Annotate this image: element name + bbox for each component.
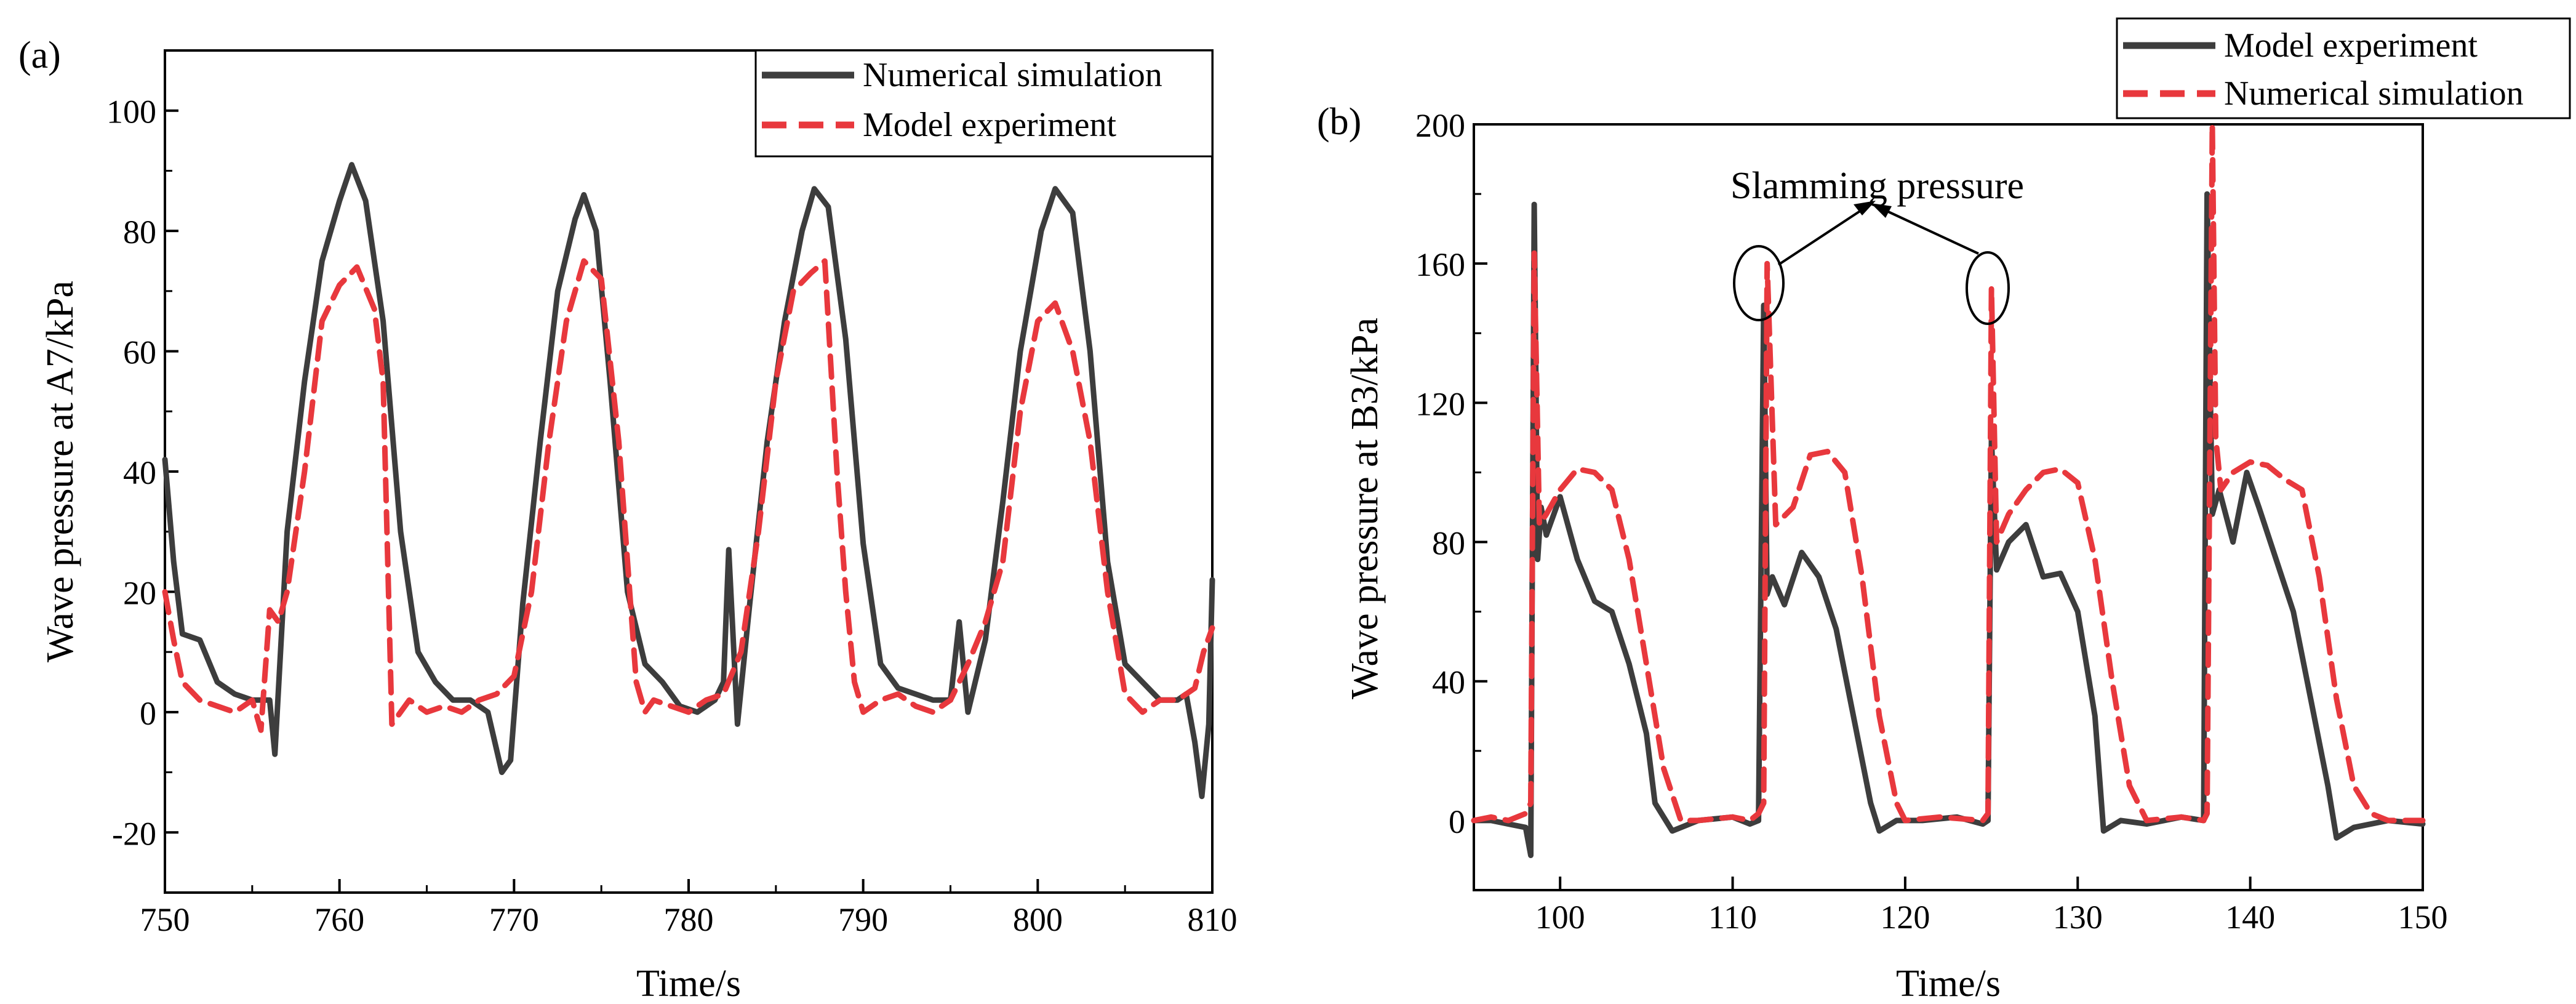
annotation-circle-1: [1733, 245, 1785, 321]
y-tick-label: 160: [1415, 246, 1465, 283]
legend-box-b: [2116, 17, 2571, 119]
annotation-text: Slamming pressure: [1730, 165, 2024, 207]
x-tick-label: 110: [1708, 899, 1757, 936]
series-group-b: [1471, 121, 2426, 858]
y-axis-label-a: Wave pressure at A7/kPa: [39, 281, 81, 662]
series-line-numerical-simulation: [162, 162, 1215, 800]
x-tick-label: 810: [1188, 901, 1238, 938]
panel-label-a: (a): [18, 34, 61, 76]
x-tick-label: 800: [1013, 901, 1063, 938]
x-tick-label: 150: [2398, 899, 2448, 936]
series-group-a: [162, 162, 1215, 800]
x-axis-label-b: Time/s: [1896, 963, 2001, 1004]
legend-box-a: [754, 49, 1214, 158]
x-axis-ticks-b: 100 110 120 130 140 150: [1535, 877, 2448, 936]
plot-frame-b: [1473, 123, 2424, 891]
x-axis-ticks-a: 750 760 770 780 790 800 810: [140, 879, 1238, 938]
x-tick-label: 100: [1535, 899, 1585, 936]
y-tick-label: 20: [123, 574, 156, 611]
y-tick-label: 80: [1432, 525, 1465, 562]
legend-label-numerical-b: Numerical simulation: [2224, 74, 2524, 113]
y-tick-label: 0: [1449, 803, 1465, 840]
annotation-arrowhead-2: [1871, 203, 1892, 218]
plot-frame-a: [164, 49, 1214, 894]
y-tick-label: 60: [123, 334, 156, 371]
y-tick-label: 40: [123, 454, 156, 491]
series-line-model-experiment: [1471, 191, 2426, 858]
y-tick-label: 40: [1432, 664, 1465, 701]
legend-label-experiment-a: Model experiment: [863, 106, 1117, 144]
legend-a: Numerical simulation Model experiment: [754, 49, 1214, 158]
x-tick-label: 770: [489, 901, 539, 938]
series-line-numerical-simulation: [1471, 121, 2426, 824]
x-tick-label: 760: [314, 901, 364, 938]
panel-label-b: (b): [1317, 101, 1361, 143]
y-tick-label: 80: [123, 214, 156, 251]
y-tick-label: 0: [140, 695, 156, 732]
x-tick-label: 790: [838, 901, 888, 938]
annotation-arrowhead-1: [1854, 201, 1876, 215]
x-tick-label: 750: [140, 901, 190, 938]
annotation-arrow-line-1: [1777, 207, 1866, 266]
series-line-model-experiment: [162, 258, 1215, 733]
y-axis-label-b: Wave pressure at B3/kPa: [1344, 318, 1386, 699]
x-tick-label: 130: [2053, 899, 2103, 936]
y-axis-ticks-b: 0 40 80 120 160 200: [1415, 107, 1487, 891]
panel-a: (a) -20 0 20 40 60 80 100 750 760 770 780 790 800 81…: [18, 34, 1238, 1004]
y-tick-label: 120: [1415, 385, 1465, 422]
legend-label-experiment-b: Model experiment: [2224, 26, 2478, 65]
annotation-circle-2: [1966, 251, 2010, 325]
x-tick-label: 140: [2225, 899, 2275, 936]
y-axis-ticks-a: -20 0 20 40 60 80 100: [106, 49, 178, 894]
y-tick-label: -20: [112, 815, 156, 852]
y-tick-label: 100: [106, 94, 156, 131]
x-tick-label: 120: [1880, 899, 1930, 936]
panel-b: (b) 0 40 80 120 160 200 100 110 120 130 140 150 Ti…: [1317, 17, 2571, 1004]
annotation-arrow-line-2: [1882, 208, 1979, 255]
x-tick-label: 780: [664, 901, 714, 938]
slamming-annotation: Slamming pressure: [1730, 165, 2024, 325]
y-tick-label: 200: [1415, 107, 1465, 144]
legend-label-numerical-a: Numerical simulation: [863, 56, 1162, 94]
x-axis-label-a: Time/s: [636, 963, 741, 1004]
legend-b: Model experiment Numerical simulation: [2116, 17, 2571, 119]
